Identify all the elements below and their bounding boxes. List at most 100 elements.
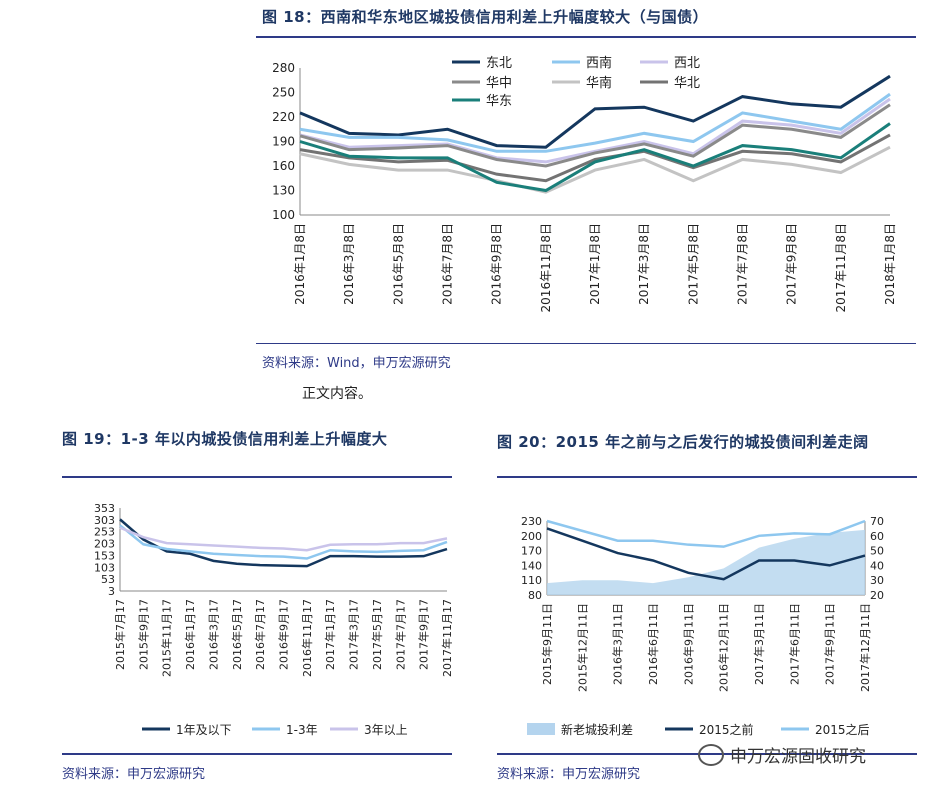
fig18-source: 资料来源：Wind，申万宏源研究 bbox=[262, 356, 451, 371]
x-tick-label: 2017年6月11日 bbox=[787, 603, 801, 685]
x-tick-label: 2016年1月17 bbox=[183, 599, 197, 670]
series-line bbox=[119, 526, 448, 552]
y-right-tick-label: 50 bbox=[870, 545, 884, 558]
y-tick-label: 190 bbox=[272, 135, 295, 149]
y-right-tick-label: 40 bbox=[870, 559, 884, 572]
x-tick-label: 2017年3月11日 bbox=[752, 603, 766, 685]
legend-label: 华北 bbox=[674, 76, 700, 91]
series-line bbox=[299, 92, 891, 153]
y-tick-label: 220 bbox=[272, 110, 295, 124]
x-tick-label: 2015年12月11日 bbox=[575, 603, 589, 692]
y-tick-label: 153 bbox=[94, 549, 115, 562]
legend-label: 西北 bbox=[674, 56, 700, 71]
x-tick-label: 2017年12月11日 bbox=[858, 603, 872, 692]
legend-label: 华东 bbox=[486, 94, 512, 109]
x-tick-label: 2015年11月17 bbox=[160, 599, 174, 677]
x-tick-label: 2016年3月8日 bbox=[342, 223, 356, 305]
fig19-top-rule bbox=[62, 476, 452, 478]
fig20-source: 资料来源：申万宏源研究 bbox=[497, 767, 641, 782]
y-tick-label: 170 bbox=[521, 545, 542, 558]
series-line bbox=[119, 524, 448, 560]
x-tick-label: 2017年11月8日 bbox=[834, 223, 848, 312]
x-tick-label: 2017年5月8日 bbox=[686, 223, 700, 305]
x-tick-label: 2016年7月8日 bbox=[441, 223, 455, 305]
y-tick-label: 53 bbox=[101, 573, 115, 586]
x-tick-label: 2016年11月8日 bbox=[539, 223, 553, 312]
x-tick-label: 2017年9月17 bbox=[417, 599, 431, 670]
y-tick-label: 230 bbox=[521, 515, 542, 528]
y-tick-label: 303 bbox=[94, 514, 115, 527]
x-tick-label: 2016年7月17 bbox=[253, 599, 267, 670]
y-tick-label: 140 bbox=[521, 559, 542, 572]
legend-label: 2015之前 bbox=[699, 722, 754, 737]
y-tick-label: 160 bbox=[272, 159, 295, 173]
x-tick-label: 2017年3月8日 bbox=[637, 223, 651, 305]
legend-label: 3年以上 bbox=[364, 723, 408, 737]
x-tick-label: 2016年9月17 bbox=[277, 599, 291, 670]
watermark: 申万宏源固收研究 bbox=[698, 742, 866, 767]
x-tick-label: 2017年5月17 bbox=[370, 599, 384, 670]
y-tick-label: 250 bbox=[272, 86, 295, 100]
legend-label: 东北 bbox=[486, 56, 512, 71]
series-line bbox=[299, 97, 891, 164]
y-tick-label: 203 bbox=[94, 538, 115, 551]
legend-label: 1-3年 bbox=[286, 723, 318, 737]
legend-label: 2015之后 bbox=[815, 723, 870, 737]
x-tick-label: 2017年11月17 bbox=[440, 599, 452, 677]
x-tick-label: 2017年9月8日 bbox=[785, 223, 799, 305]
y-tick-label: 253 bbox=[94, 526, 115, 539]
series-line bbox=[299, 74, 891, 149]
fig19-title: 图 19：1-3 年以内城投债信用利差上升幅度大 bbox=[62, 430, 388, 448]
x-tick-label: 2016年1月8日 bbox=[293, 223, 307, 305]
y-tick-label: 280 bbox=[272, 61, 295, 75]
y-tick-label: 200 bbox=[521, 530, 542, 543]
x-tick-label: 2017年1月17 bbox=[323, 599, 337, 670]
x-tick-label: 2017年7月17 bbox=[393, 599, 407, 670]
y-right-tick-label: 20 bbox=[870, 589, 884, 602]
y-tick-label: 110 bbox=[521, 574, 542, 587]
x-tick-label: 2016年3月17 bbox=[206, 599, 220, 670]
x-tick-label: 2016年3月11日 bbox=[611, 603, 625, 685]
x-tick-label: 2015年9月17 bbox=[136, 599, 150, 670]
x-tick-label: 2016年6月11日 bbox=[646, 603, 660, 685]
x-tick-label: 2016年9月8日 bbox=[490, 223, 504, 305]
fig19-bottom-rule bbox=[62, 753, 452, 755]
series-area bbox=[547, 529, 865, 595]
x-tick-label: 2015年9月11日 bbox=[540, 603, 554, 685]
y-tick-label: 130 bbox=[272, 184, 295, 198]
x-tick-label: 2016年9月11日 bbox=[681, 603, 695, 685]
y-tick-label: 353 bbox=[94, 502, 115, 515]
series-line bbox=[546, 519, 866, 548]
y-right-tick-label: 70 bbox=[870, 515, 884, 528]
fig18-top-rule bbox=[256, 36, 916, 38]
fig20-top-rule bbox=[497, 476, 917, 478]
y-tick-label: 100 bbox=[272, 208, 295, 222]
legend-label: 西南 bbox=[586, 55, 612, 71]
wechat-icon bbox=[698, 743, 724, 766]
x-tick-label: 2016年11月17 bbox=[300, 599, 314, 677]
body-text: 正文内容。 bbox=[302, 386, 372, 402]
fig20-title: 图 20：2015 年之前与之后发行的城投债间利差走阔 bbox=[497, 433, 869, 451]
x-tick-label: 2017年9月11日 bbox=[823, 603, 837, 685]
legend-swatch bbox=[527, 723, 555, 735]
series-line bbox=[299, 122, 891, 193]
y-tick-label: 3 bbox=[108, 585, 115, 598]
x-tick-label: 2018年1月8日 bbox=[883, 223, 897, 305]
x-tick-label: 2016年12月11日 bbox=[717, 603, 731, 692]
legend-label: 华中 bbox=[486, 76, 512, 91]
x-tick-label: 2015年7月17 bbox=[113, 599, 127, 670]
x-tick-label: 2017年1月8日 bbox=[588, 223, 602, 305]
y-tick-label: 80 bbox=[528, 589, 542, 602]
x-tick-label: 2016年5月8日 bbox=[391, 223, 405, 305]
legend-label: 华南 bbox=[586, 75, 612, 91]
fig18-bottom-rule bbox=[256, 343, 916, 344]
series-line bbox=[546, 527, 866, 581]
legend-label: 新老城投利差 bbox=[561, 722, 633, 737]
fig19-source: 资料来源：申万宏源研究 bbox=[62, 767, 206, 782]
x-tick-label: 2017年7月8日 bbox=[736, 223, 750, 305]
series-line bbox=[119, 518, 448, 568]
y-tick-label: 103 bbox=[94, 561, 115, 574]
x-tick-label: 2017年3月17 bbox=[347, 599, 361, 670]
